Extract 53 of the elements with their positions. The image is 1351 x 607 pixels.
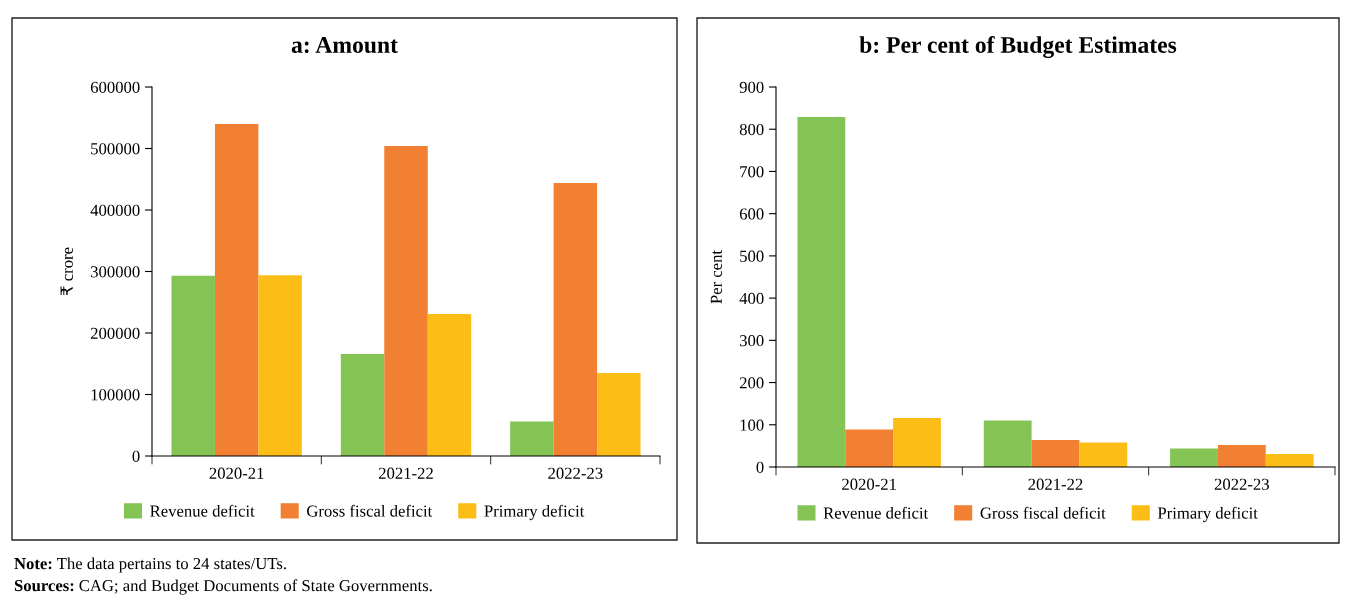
- legend-label: Gross fiscal deficit: [307, 504, 433, 517]
- legend-label: Revenue deficit: [150, 504, 255, 517]
- y-tick-label: 400: [739, 292, 764, 305]
- x-tick-label: 2022-23: [1214, 478, 1269, 490]
- bar: [340, 353, 385, 456]
- y-tick-label: 700: [740, 166, 764, 178]
- y-tick-label: 800: [739, 123, 764, 136]
- bar: [1170, 448, 1218, 467]
- source-note: Sources: CAG; and Budget Documents of State Governments.: [14, 579, 432, 595]
- y-tick-label: 200: [739, 377, 764, 389]
- bar: [1079, 442, 1128, 467]
- bar: [1265, 453, 1314, 467]
- y-tick-label: 500: [740, 250, 764, 262]
- bar: [797, 116, 846, 467]
- y-tick-label: 900: [739, 81, 764, 93]
- y-tick-label: 200000: [90, 327, 140, 339]
- x-tick-label: 2020-21: [842, 478, 896, 490]
- legend-label: Primary deficit: [1157, 506, 1258, 523]
- y-tick-label: 100000: [91, 389, 140, 401]
- x-tick-label: 2021-22: [1028, 478, 1083, 490]
- y-tick-label: 100: [740, 419, 764, 431]
- y-tick-label: 600000: [90, 81, 140, 93]
- bar: [553, 182, 598, 456]
- bar: [597, 372, 641, 456]
- chart-title: b: Per cent of Budget Estimates: [859, 36, 1177, 58]
- x-tick-label: 2022-23: [548, 467, 603, 479]
- bar: [893, 418, 941, 467]
- y-axis-title: Per cent: [710, 250, 722, 304]
- y-tick-label: 0: [132, 450, 140, 462]
- y-tick-label: 0: [756, 461, 764, 473]
- x-tick-label: 2021-22: [378, 467, 433, 479]
- bar: [1031, 439, 1080, 467]
- bar: [258, 275, 302, 456]
- bar: [427, 313, 472, 456]
- bar: [214, 123, 259, 456]
- x-tick-label: 2020-21: [209, 467, 264, 479]
- bar: [171, 275, 215, 456]
- bar: [384, 146, 428, 456]
- y-tick-label: 300000: [90, 266, 140, 278]
- y-tick-label: 400000: [90, 204, 140, 216]
- bar: [510, 421, 554, 456]
- y-axis-title: ₹ crore: [60, 247, 73, 296]
- bar: [983, 420, 1032, 467]
- legend-label: Gross fiscal deficit: [980, 506, 1106, 519]
- legend-label: Primary deficit: [484, 504, 585, 521]
- bar: [845, 429, 894, 467]
- legend-label: Revenue deficit: [823, 506, 929, 519]
- y-tick-label: 500000: [91, 143, 140, 155]
- y-tick-label: 300: [739, 335, 764, 347]
- chart-title: a: Amount: [291, 37, 398, 54]
- text: Note: The data pertains to 24 states/UTs.: [14, 557, 286, 573]
- y-tick-label: 600: [739, 208, 764, 220]
- bar: [1217, 445, 1266, 467]
